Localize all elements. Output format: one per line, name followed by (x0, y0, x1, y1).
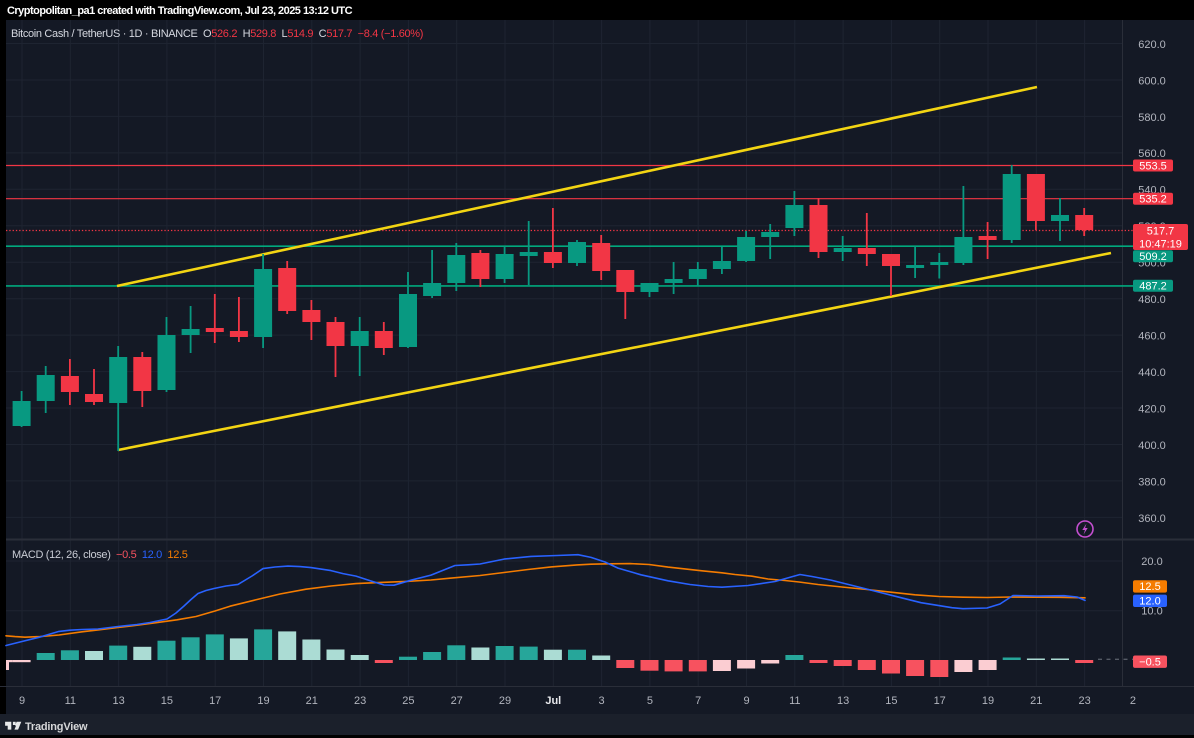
svg-text:27: 27 (451, 695, 463, 707)
svg-text:620.0: 620.0 (1138, 39, 1166, 51)
svg-text:10:47:19: 10:47:19 (1139, 238, 1182, 250)
svg-text:29: 29 (499, 695, 511, 707)
svg-text:25: 25 (402, 695, 414, 707)
svg-text:23: 23 (1078, 695, 1090, 707)
svg-text:MACD (12, 26, close) −0.5 12: MACD (12, 26, close) −0.5 12.0 12.5 (12, 549, 188, 561)
svg-text:Jul: Jul (545, 695, 561, 707)
svg-text:10.0: 10.0 (1141, 606, 1162, 618)
svg-text:21: 21 (1030, 695, 1042, 707)
svg-text:509.2: 509.2 (1139, 251, 1167, 263)
svg-text:517.7: 517.7 (1147, 225, 1175, 237)
svg-text:9: 9 (19, 695, 25, 707)
svg-text:17: 17 (934, 695, 946, 707)
svg-text:Cryptopolitan_pa1 created with: Cryptopolitan_pa1 created with TradingVi… (7, 5, 353, 17)
svg-text:7: 7 (695, 695, 701, 707)
svg-text:11: 11 (789, 695, 800, 707)
svg-text:2: 2 (1130, 695, 1136, 707)
svg-text:420.0: 420.0 (1138, 403, 1166, 415)
svg-text:23: 23 (354, 695, 366, 707)
svg-text:Bitcoin Cash / TetherUS · 1D ·: Bitcoin Cash / TetherUS · 1D · BINANCE O… (11, 28, 423, 40)
svg-text:600.0: 600.0 (1138, 75, 1166, 87)
svg-text:553.5: 553.5 (1139, 160, 1167, 172)
svg-text:5: 5 (647, 695, 653, 707)
svg-text:17: 17 (209, 695, 221, 707)
svg-text:3: 3 (599, 695, 605, 707)
svg-text:20.0: 20.0 (1141, 556, 1162, 568)
svg-text:TradingView: TradingView (25, 721, 88, 733)
svg-text:21: 21 (306, 695, 318, 707)
svg-text:15: 15 (161, 695, 173, 707)
svg-text:11: 11 (65, 695, 76, 707)
svg-text:487.2: 487.2 (1139, 281, 1167, 293)
svg-text:9: 9 (743, 695, 749, 707)
svg-text:15: 15 (885, 695, 897, 707)
svg-text:12.5: 12.5 (1139, 581, 1160, 593)
svg-text:560.0: 560.0 (1138, 148, 1166, 160)
svg-text:19: 19 (982, 695, 994, 707)
svg-text:19: 19 (257, 695, 269, 707)
svg-text:460.0: 460.0 (1138, 331, 1166, 343)
svg-text:580.0: 580.0 (1138, 112, 1166, 124)
svg-text:360.0: 360.0 (1138, 513, 1166, 525)
svg-text:535.2: 535.2 (1139, 194, 1167, 206)
svg-text:13: 13 (837, 695, 849, 707)
svg-text:480.0: 480.0 (1138, 294, 1166, 306)
svg-text:13: 13 (112, 695, 124, 707)
svg-text:12.0: 12.0 (1139, 596, 1160, 608)
svg-text:440.0: 440.0 (1138, 367, 1166, 379)
svg-text:400.0: 400.0 (1138, 440, 1166, 452)
svg-text:380.0: 380.0 (1138, 476, 1166, 488)
svg-text:−0.5: −0.5 (1139, 657, 1161, 669)
